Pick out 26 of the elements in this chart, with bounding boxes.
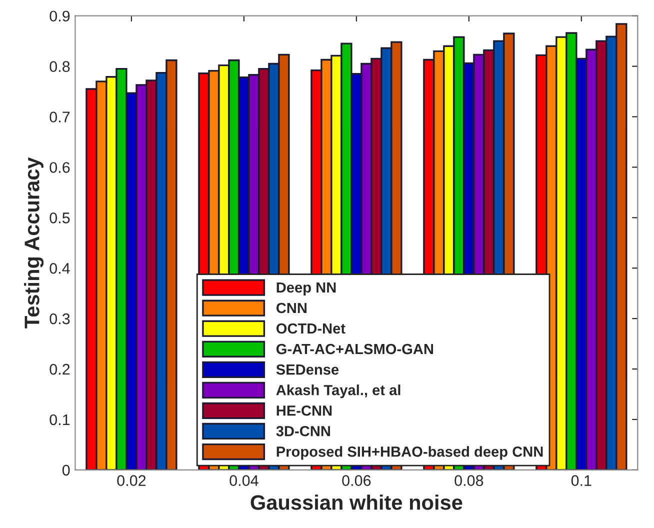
x-tick-label: 0.06: [342, 475, 371, 486]
legend-label: G-AT-AC+ALSMO-GAN: [276, 344, 433, 354]
legend-label: HE-CNN: [276, 405, 332, 416]
y-tick-label: 0.4: [50, 262, 70, 274]
x-tick-label: 0.1: [571, 475, 592, 486]
legend-label: CNN: [276, 302, 306, 314]
y-tick-label: 0.1: [50, 414, 70, 426]
x-axis-title: Gaussian white noise: [250, 494, 462, 510]
y-tick-label: 0.9: [50, 10, 70, 22]
y-tick-label: 0.6: [50, 162, 70, 173]
x-tick-label: 0.02: [117, 475, 146, 486]
x-tick-label: 0.04: [230, 475, 258, 486]
legend-label: Akash Tayal., et al: [276, 384, 400, 398]
legend-label: 3D-CNN: [276, 426, 330, 436]
legend-label: Proposed SIH+HBAO-based deep CNN: [276, 446, 543, 460]
legend-label: SEDense: [276, 364, 339, 375]
y-tick-label: 0.7: [50, 112, 70, 122]
y-axis-title: Testing Accuracy: [24, 157, 44, 328]
y-tick-label: 0.5: [50, 212, 70, 224]
legend-label: Deep NN: [276, 282, 336, 296]
y-tick-label: 0.2: [50, 364, 70, 375]
y-tick-label: 0.8: [50, 61, 70, 72]
y-tick-label: 0: [62, 464, 70, 476]
x-tick-label: 0.08: [454, 475, 484, 486]
legend-label: OCTD-Net: [276, 323, 346, 334]
y-tick-label: 0.3: [50, 313, 70, 324]
